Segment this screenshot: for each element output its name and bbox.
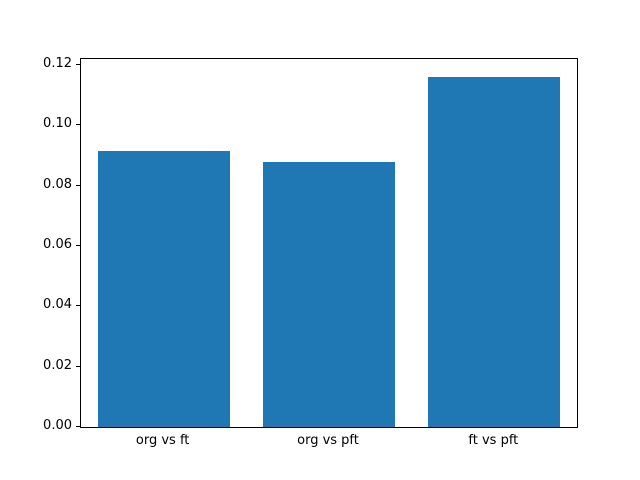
y-tick-label: 0.04 bbox=[43, 297, 72, 313]
y-tick-mark bbox=[76, 426, 80, 427]
y-tick-label: 0.02 bbox=[43, 357, 72, 373]
bar-org-vs-ft bbox=[97, 151, 230, 427]
y-tick-mark bbox=[76, 124, 80, 126]
x-tick-label-ft-vs-pft: ft vs pft bbox=[468, 433, 519, 448]
x-tick-label-org-vs-pft: org vs pft bbox=[297, 433, 359, 448]
plot-area bbox=[80, 58, 578, 428]
x-tick-label-org-vs-ft: org vs ft bbox=[135, 433, 190, 448]
y-tick-mark bbox=[76, 184, 80, 186]
y-tick-mark bbox=[76, 64, 80, 66]
y-tick-mark bbox=[76, 245, 80, 247]
bar-ft-vs-pft bbox=[428, 77, 561, 427]
y-tick-label: 0.00 bbox=[43, 418, 72, 433]
y-tick-label: 0.08 bbox=[43, 176, 72, 192]
y-tick-label: 0.12 bbox=[43, 56, 72, 72]
y-tick-mark bbox=[76, 305, 80, 307]
y-tick-label: 0.06 bbox=[43, 237, 72, 253]
bar-org-vs-pft bbox=[262, 162, 396, 427]
y-tick-mark bbox=[76, 365, 80, 367]
y-tick-label: 0.10 bbox=[43, 116, 72, 132]
